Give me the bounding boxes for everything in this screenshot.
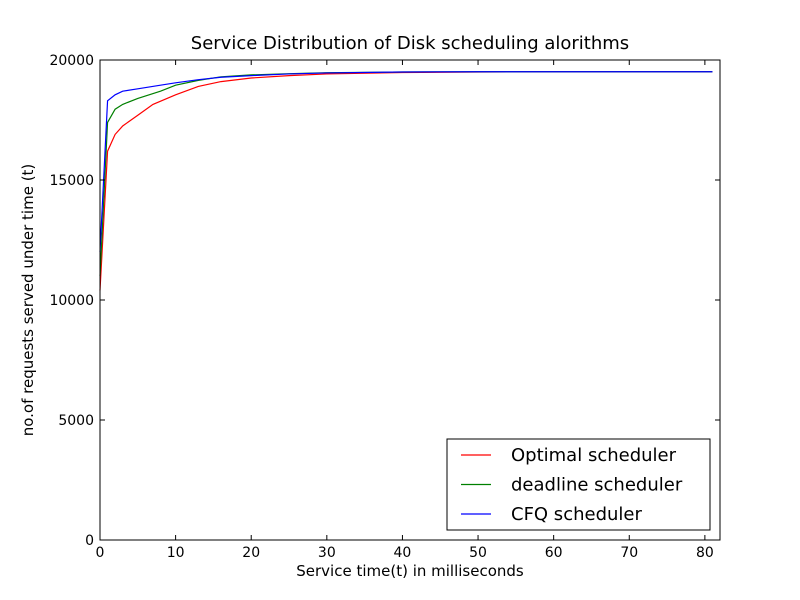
x-tick-label: 10 (167, 545, 185, 561)
legend-label-1: Optimal scheduler (511, 445, 677, 466)
y-tick-label: 20000 (49, 53, 94, 69)
ticks-layer: 0 10 20 30 40 50 60 70 80 0 5000 10000 15000 20000 (49, 53, 720, 561)
y-tick-label: 15000 (49, 173, 94, 189)
legend-label-3: CFQ scheduler (511, 504, 642, 525)
x-axis-label: Service time(t) in milliseconds (296, 562, 524, 580)
x-tick-label: 0 (96, 545, 105, 561)
x-tick-label: 70 (620, 545, 638, 561)
y-tick-label: 0 (85, 533, 94, 549)
x-tick-label: 80 (696, 545, 714, 561)
legend-label-2: deadline scheduler (511, 475, 683, 496)
legend: Optimal scheduler deadline scheduler CFQ s… (446, 438, 711, 531)
x-tick-label: 60 (545, 545, 563, 561)
chart-title: Service Distribution of Disk scheduling … (191, 33, 629, 54)
x-tick-label: 20 (242, 545, 260, 561)
series-line-3 (99, 71, 713, 253)
y-tick-label: 5000 (58, 413, 94, 429)
series-layer (99, 71, 713, 291)
x-tick-label: 50 (469, 545, 487, 561)
plot-frame (99, 59, 721, 541)
y-axis-label: no.of requests served under time (t) (19, 164, 37, 437)
y-tick-label: 10000 (49, 293, 94, 309)
x-tick-label: 30 (318, 545, 336, 561)
x-tick-label: 40 (394, 545, 412, 561)
